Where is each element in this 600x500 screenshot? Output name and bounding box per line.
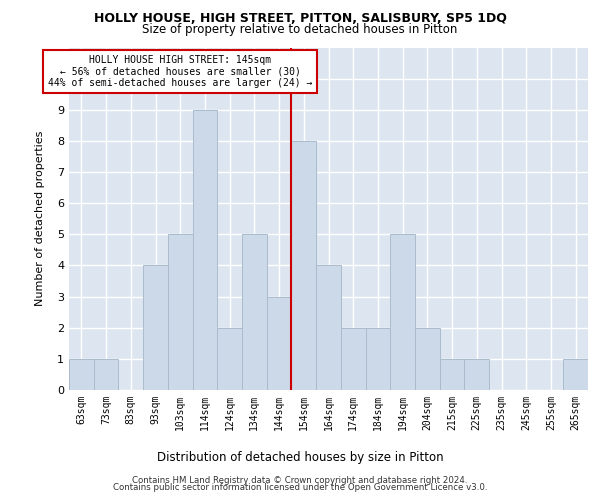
- Bar: [341, 328, 365, 390]
- Bar: [94, 359, 118, 390]
- Bar: [563, 359, 588, 390]
- Bar: [292, 141, 316, 390]
- Bar: [143, 266, 168, 390]
- Bar: [464, 359, 489, 390]
- Text: HOLLY HOUSE, HIGH STREET, PITTON, SALISBURY, SP5 1DQ: HOLLY HOUSE, HIGH STREET, PITTON, SALISB…: [94, 12, 506, 26]
- Bar: [217, 328, 242, 390]
- Y-axis label: Number of detached properties: Number of detached properties: [35, 131, 44, 306]
- Bar: [390, 234, 415, 390]
- Text: Contains HM Land Registry data © Crown copyright and database right 2024.: Contains HM Land Registry data © Crown c…: [132, 476, 468, 485]
- Bar: [267, 296, 292, 390]
- Bar: [365, 328, 390, 390]
- Bar: [193, 110, 217, 390]
- Bar: [415, 328, 440, 390]
- Text: Contains public sector information licensed under the Open Government Licence v3: Contains public sector information licen…: [113, 484, 487, 492]
- Text: HOLLY HOUSE HIGH STREET: 145sqm
← 56% of detached houses are smaller (30)
44% of: HOLLY HOUSE HIGH STREET: 145sqm ← 56% of…: [48, 56, 313, 88]
- Text: Size of property relative to detached houses in Pitton: Size of property relative to detached ho…: [142, 22, 458, 36]
- Bar: [440, 359, 464, 390]
- Text: Distribution of detached houses by size in Pitton: Distribution of detached houses by size …: [157, 451, 443, 464]
- Bar: [168, 234, 193, 390]
- Bar: [316, 266, 341, 390]
- Bar: [69, 359, 94, 390]
- Bar: [242, 234, 267, 390]
